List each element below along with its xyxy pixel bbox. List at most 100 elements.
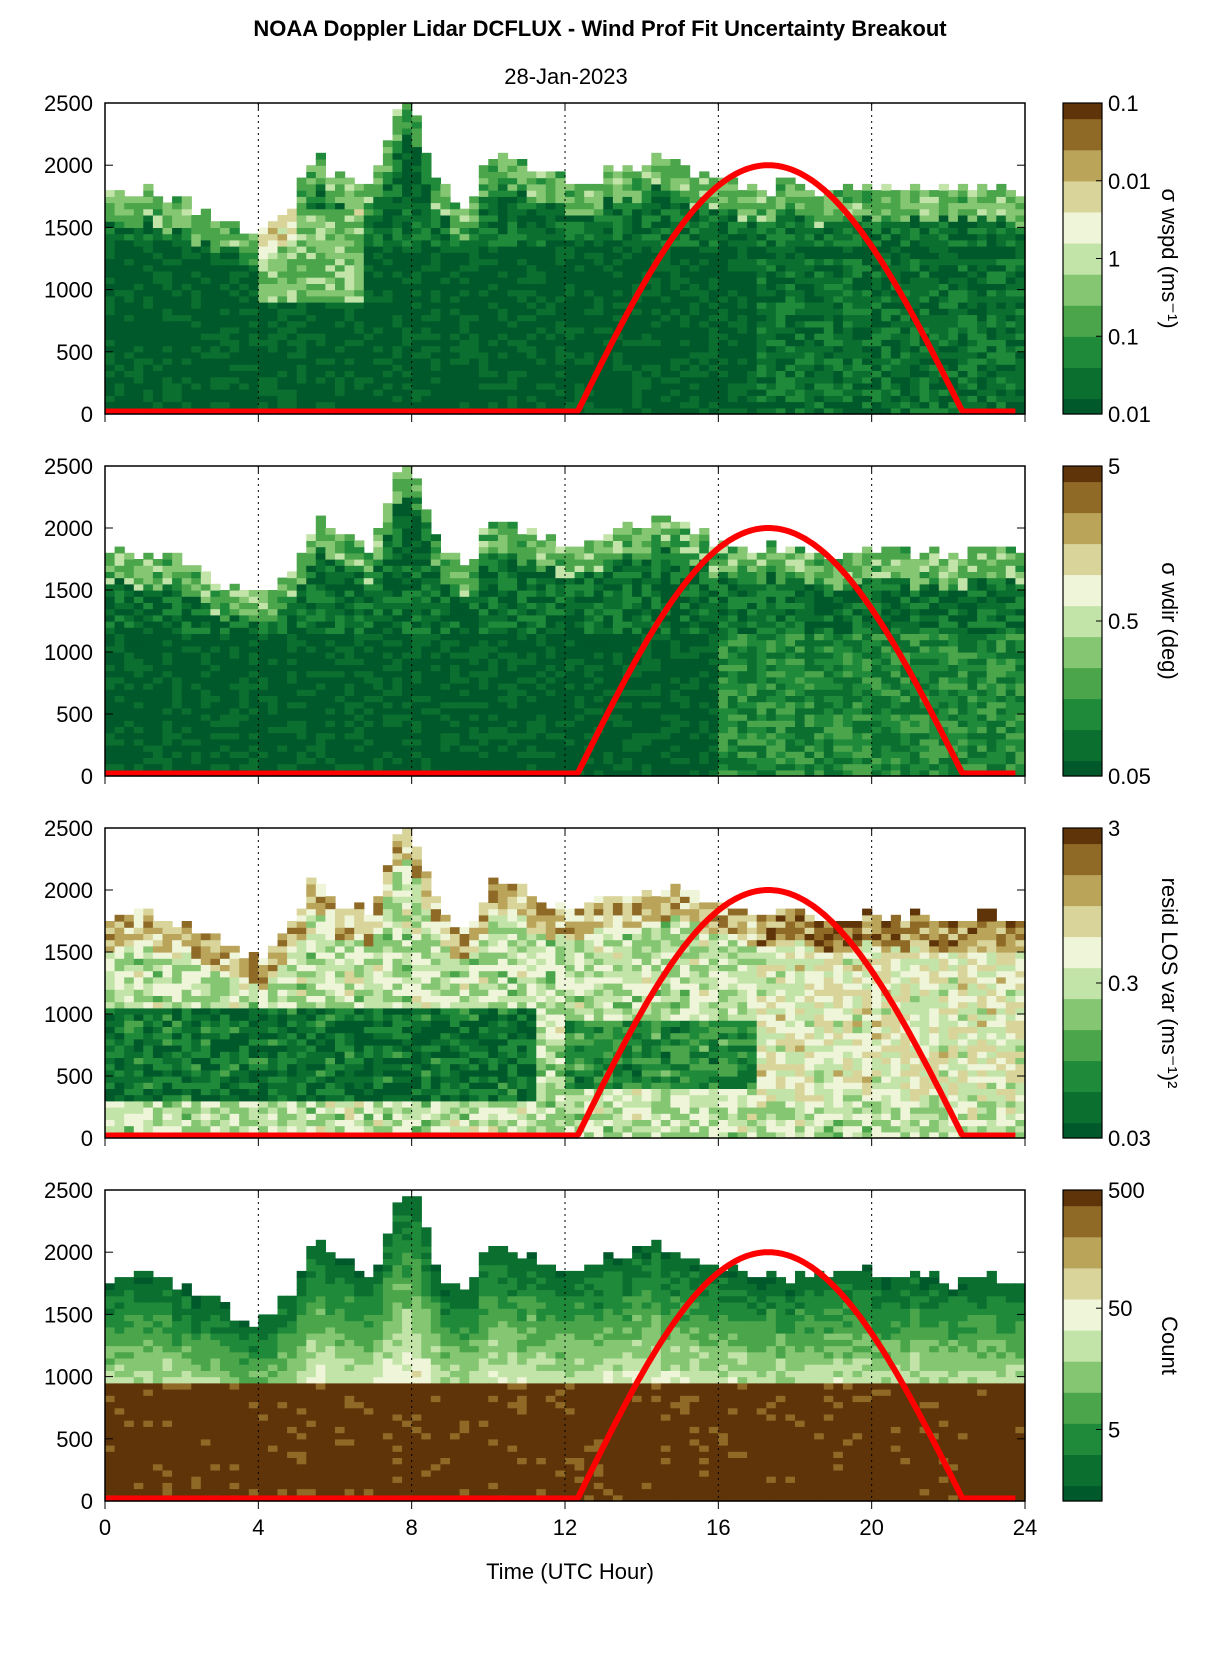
heatmap-cell — [948, 358, 959, 365]
heatmap-cell — [689, 270, 700, 278]
heatmap-cell — [660, 283, 671, 291]
heatmap-cell — [565, 308, 576, 316]
heatmap-cell — [775, 345, 786, 353]
heatmap-cell — [632, 277, 643, 284]
heatmap-cell — [181, 751, 192, 758]
heatmap-cell — [440, 283, 451, 291]
heatmap-cell — [785, 177, 796, 185]
heatmap-cell — [517, 165, 528, 172]
heatmap-cell — [775, 233, 786, 241]
heatmap-cell — [191, 215, 202, 222]
heatmap-cell — [929, 401, 940, 409]
heatmap-cell — [430, 645, 441, 653]
heatmap-cell — [392, 509, 403, 517]
heatmap-cell — [277, 264, 288, 272]
heatmap-cell — [430, 658, 441, 665]
heatmap-cell — [996, 190, 1007, 197]
heatmap-cell — [680, 339, 691, 347]
heatmap-cell — [622, 165, 633, 172]
heatmap-cell — [497, 401, 509, 409]
heatmap-cell — [948, 277, 959, 284]
heatmap-cell — [287, 277, 298, 284]
heatmap-cell — [910, 295, 921, 303]
heatmap-cell — [507, 202, 518, 210]
heatmap-cell — [220, 389, 231, 396]
heatmap-cell — [287, 389, 298, 396]
heatmap-cell — [114, 289, 125, 297]
heatmap-cell — [833, 246, 844, 253]
heatmap-cell — [210, 382, 221, 390]
heatmap-cell — [862, 314, 873, 322]
heatmap-cell — [430, 652, 441, 659]
heatmap-cell — [363, 621, 374, 628]
heatmap-cell — [469, 208, 480, 216]
heatmap-cell — [747, 333, 758, 340]
heatmap-cell — [402, 757, 413, 765]
heatmap-cell — [325, 395, 336, 403]
heatmap-cell — [718, 289, 729, 297]
heatmap-cell — [603, 382, 614, 390]
heatmap-cell — [450, 289, 461, 297]
heatmap-cell — [354, 401, 365, 409]
heatmap-cell — [287, 239, 298, 247]
heatmap-cell — [430, 639, 441, 647]
heatmap-cell — [478, 252, 489, 260]
heatmap-cell — [814, 364, 825, 371]
heatmap-cell — [842, 339, 854, 347]
heatmap-cell — [833, 314, 844, 322]
heatmap-cell — [890, 376, 901, 384]
heatmap-cell — [842, 351, 854, 359]
heatmap-cell — [143, 633, 154, 641]
heatmap-cell — [267, 270, 279, 278]
heatmap-cell — [162, 757, 173, 765]
heatmap-cell — [833, 382, 844, 390]
heatmap-cell — [881, 364, 892, 371]
heatmap-cell — [651, 407, 662, 415]
heatmap-cell — [593, 202, 604, 210]
heatmap-cell — [411, 264, 422, 272]
heatmap-cell — [191, 621, 202, 628]
heatmap-cell — [191, 389, 202, 396]
heatmap-cell — [277, 726, 288, 734]
heatmap-cell — [133, 745, 144, 752]
heatmap-cell — [277, 277, 288, 284]
heatmap-cell — [363, 333, 374, 340]
heatmap-cell — [392, 652, 403, 659]
heatmap-cell — [584, 401, 595, 409]
heatmap-cell — [344, 534, 355, 541]
heatmap-cell — [507, 395, 518, 403]
heatmap-cell — [402, 239, 413, 247]
heatmap-cell — [450, 395, 461, 403]
heatmap-cell — [248, 763, 259, 771]
heatmap-cell — [421, 401, 432, 409]
heatmap-cell — [143, 608, 154, 616]
heatmap-cell — [612, 190, 624, 197]
heatmap-cell — [526, 196, 537, 204]
heatmap-cell — [488, 171, 499, 179]
heatmap-cell — [162, 670, 173, 678]
heatmap-cell — [689, 190, 700, 197]
heatmap-cell — [373, 763, 384, 771]
heatmap-cell — [392, 726, 403, 734]
heatmap-cell — [862, 333, 873, 340]
heatmap-cell — [584, 264, 595, 272]
heatmap-cell — [708, 227, 719, 235]
heatmap-cell — [133, 364, 144, 371]
heatmap-cell — [411, 652, 422, 659]
heatmap-cell — [181, 676, 192, 684]
heatmap-cell — [871, 264, 882, 272]
heatmap-cell — [373, 714, 384, 721]
heatmap-cell — [670, 407, 681, 415]
heatmap-cell — [133, 757, 144, 765]
heatmap-cell — [929, 339, 940, 347]
heatmap-cell — [785, 333, 796, 340]
heatmap-cell — [421, 395, 432, 403]
heatmap-cell — [392, 283, 403, 291]
heatmap-cell — [440, 726, 451, 734]
heatmap-cell — [114, 645, 125, 653]
heatmap-cell — [708, 364, 719, 371]
heatmap-cell — [335, 738, 346, 746]
heatmap-cell — [545, 246, 556, 253]
heatmap-cell — [133, 333, 144, 340]
heatmap-cell — [804, 264, 815, 272]
